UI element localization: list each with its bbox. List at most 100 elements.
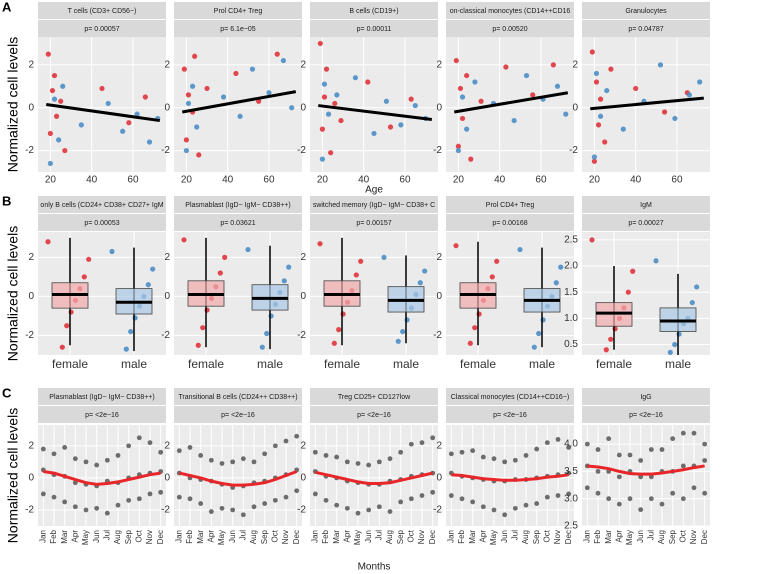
point [72, 480, 78, 486]
y-tick-label: 2 [28, 252, 34, 263]
x-tick-label: May [81, 530, 90, 545]
x-tick-label: Mar [604, 530, 613, 544]
point [448, 493, 454, 498]
point [523, 502, 529, 508]
point [183, 147, 189, 154]
x-tick-label: Oct [406, 529, 415, 542]
x-tick-label: 60 [535, 175, 547, 186]
x-tick-label: Jun [228, 530, 237, 543]
point [589, 49, 595, 55]
point [294, 433, 300, 439]
point [502, 512, 508, 518]
point [146, 139, 153, 145]
y-tick-label: -2 [25, 330, 34, 341]
point [158, 489, 164, 495]
point [208, 509, 214, 514]
x-tick-label: Dec [564, 530, 573, 544]
point [331, 340, 337, 346]
x-tick-label: Jan [174, 530, 183, 543]
p-value: p= 0.00168 [492, 220, 527, 227]
p-value: p= <2e−16 [629, 412, 663, 419]
p-strip [174, 214, 302, 231]
point [338, 117, 344, 124]
p-strip [38, 406, 166, 423]
y-tick-label: 2 [436, 440, 442, 451]
point [408, 96, 414, 102]
y-tick-label: -2 [161, 145, 170, 156]
point [694, 284, 700, 290]
y-tick-label: 0 [436, 473, 442, 484]
point [366, 507, 372, 513]
p-value: p= <2e−16 [85, 412, 119, 419]
title-strip [582, 2, 710, 19]
y-axis-label: Normalized cell levels [5, 37, 21, 172]
point [550, 62, 556, 68]
title-strip [582, 196, 710, 213]
x-tick-label: male [393, 357, 419, 371]
point [109, 248, 115, 255]
point [616, 452, 622, 458]
x-tick-label: Mar [468, 530, 477, 544]
p-strip [310, 214, 438, 231]
p-strip [582, 214, 710, 231]
y-tick-label: -2 [297, 330, 306, 341]
point [455, 147, 461, 154]
x-tick-label: 60 [671, 175, 683, 186]
panel-title: IgM [640, 202, 652, 209]
panel-letter: C [2, 385, 12, 400]
point [419, 493, 425, 498]
point [355, 510, 361, 516]
point [459, 496, 465, 502]
point [355, 461, 361, 466]
x-tick-label: Dec [700, 530, 709, 544]
x-tick-label: female [188, 357, 224, 371]
x-tick-label: Apr [614, 530, 623, 543]
point [123, 346, 129, 352]
point [595, 469, 601, 474]
y-tick-label: 4.0 [564, 439, 578, 450]
x-tick-label: 60 [263, 175, 275, 186]
point [555, 437, 561, 442]
point [480, 454, 486, 460]
point [400, 328, 406, 335]
panel-title: only B cells (CD24+ CD38+ CD27+ IgM [40, 202, 163, 209]
x-tick-label: female [460, 357, 496, 371]
point [480, 504, 486, 510]
x-tick-label: 40 [630, 175, 642, 186]
point [83, 507, 89, 513]
y-tick-label: -2 [25, 145, 34, 156]
panel-title: Plasmablast (IgD− IgM− CD38++) [185, 202, 290, 209]
point [94, 462, 100, 468]
x-tick-label: 40 [222, 175, 234, 186]
point [381, 254, 387, 260]
point [286, 264, 292, 270]
point [104, 510, 110, 516]
x-tick-label: Jul [238, 530, 247, 540]
point [358, 258, 364, 264]
point [419, 440, 425, 446]
fit-line [590, 96, 704, 111]
point [512, 457, 518, 463]
x-tick-label: Jan [446, 530, 455, 543]
y-tick-label: 2 [164, 252, 170, 263]
point [453, 243, 459, 249]
point [64, 323, 70, 329]
point [198, 501, 204, 506]
p-value: p= <2e−16 [493, 412, 527, 419]
point [608, 66, 614, 72]
title-strip [310, 2, 438, 19]
point [702, 490, 708, 496]
point [453, 57, 459, 64]
point [142, 94, 148, 100]
p-value: p= 0.03621 [220, 220, 255, 227]
x-tick-label: Feb [457, 529, 466, 543]
point [606, 496, 612, 502]
plot-bg [582, 232, 710, 355]
point [230, 507, 236, 513]
point [648, 496, 654, 502]
marks [589, 232, 700, 355]
point [323, 66, 330, 72]
x-tick-label: Jan [582, 530, 591, 543]
plot-bg [446, 37, 574, 172]
